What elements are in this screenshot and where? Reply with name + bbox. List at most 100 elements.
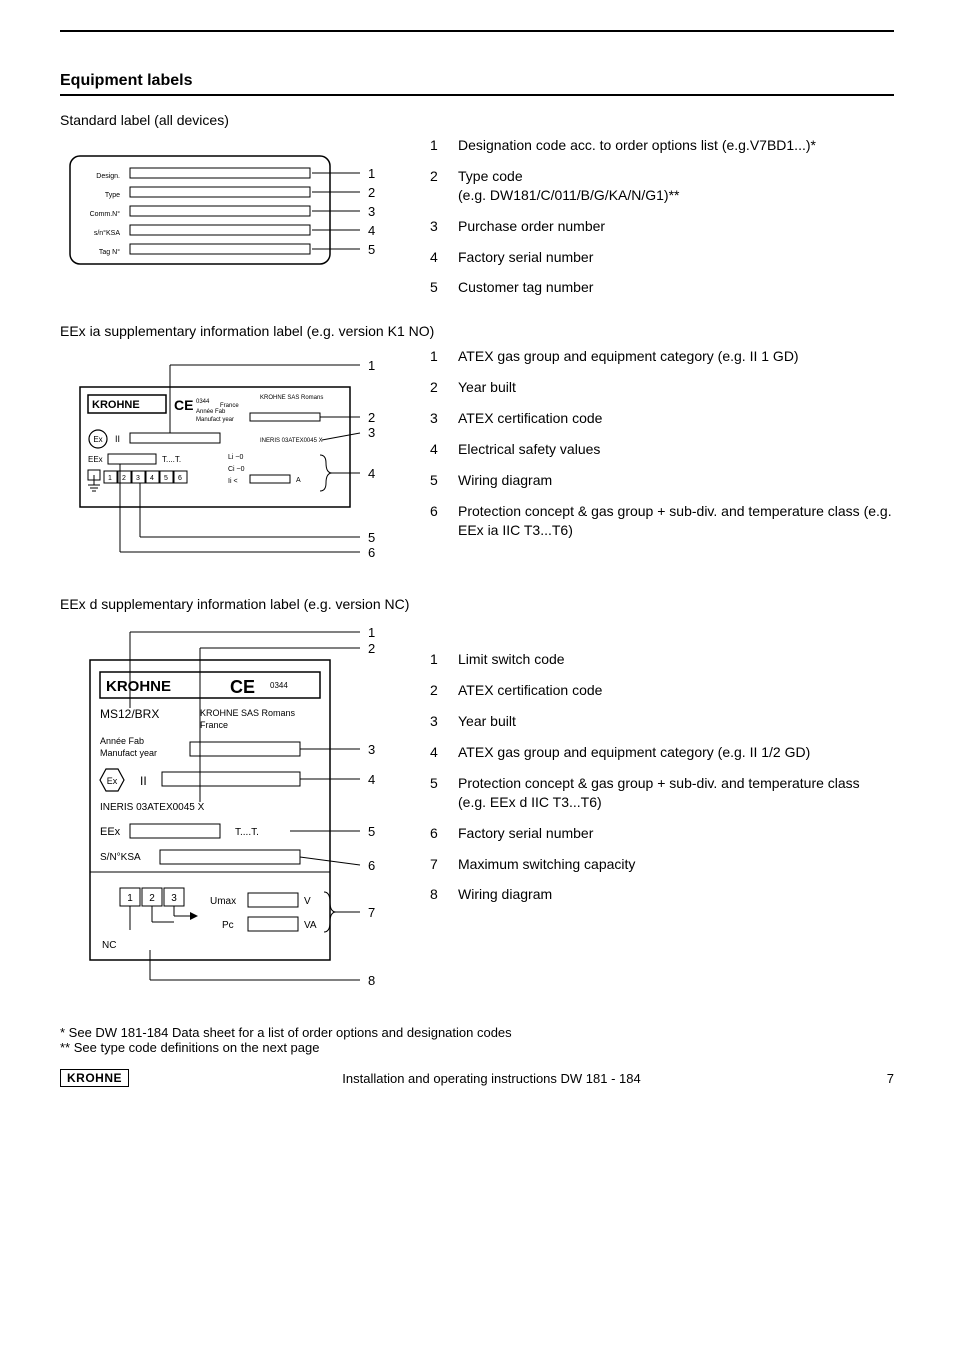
legend-number: 8: [430, 885, 458, 904]
svg-text:MS12/BRX: MS12/BRX: [100, 707, 159, 721]
svg-text:2: 2: [368, 185, 375, 200]
svg-text:A: A: [296, 477, 301, 484]
legend-number: 1: [430, 136, 458, 155]
svg-text:7: 7: [368, 905, 375, 920]
legend-item: 4Electrical safety values: [430, 440, 894, 459]
svg-text:V: V: [304, 896, 311, 907]
legend-item: 5Customer tag number: [430, 278, 894, 297]
legend-number: 5: [430, 471, 458, 490]
legend-text: Protection concept & gas group + sub-div…: [458, 502, 894, 540]
svg-text:5: 5: [368, 530, 375, 545]
legend-item: 2Year built: [430, 378, 894, 397]
svg-text:Ex: Ex: [93, 435, 102, 444]
legend-item: 7Maximum switching capacity: [430, 855, 894, 874]
eexia-diagram: KROHNECE0344KROHNE SAS RomansFranceAnnée…: [60, 347, 410, 582]
svg-text:Ci ~0: Ci ~0: [228, 466, 245, 473]
svg-text:0344: 0344: [270, 681, 288, 690]
legend-item: 3Purchase order number: [430, 217, 894, 236]
svg-text:3: 3: [136, 475, 140, 482]
legend-text: Year built: [458, 378, 894, 397]
legend-number: 2: [430, 378, 458, 397]
legend-item: 6Protection concept & gas group + sub-di…: [430, 502, 894, 540]
svg-text:Li ~0: Li ~0: [228, 454, 243, 461]
svg-text:4: 4: [150, 475, 154, 482]
section-title: Equipment labels: [60, 72, 894, 96]
svg-text:Umax: Umax: [210, 896, 236, 907]
svg-text:0344: 0344: [196, 399, 210, 405]
svg-text:NC: NC: [102, 940, 116, 951]
svg-text:Ii <: Ii <: [228, 478, 238, 485]
legend-text: Type code(e.g. DW181/C/011/B/G/KA/N/G1)*…: [458, 167, 894, 205]
footer-page: 7: [854, 1071, 894, 1086]
footnotes: * See DW 181-184 Data sheet for a list o…: [60, 1025, 894, 1055]
legend-number: 3: [430, 712, 458, 731]
legend-item: 5Wiring diagram: [430, 471, 894, 490]
legend-number: 7: [430, 855, 458, 874]
legend-number: 3: [430, 409, 458, 428]
legend-item: 6Factory serial number: [430, 824, 894, 843]
svg-text:6: 6: [368, 545, 375, 560]
svg-text:EEx: EEx: [88, 455, 103, 464]
legend-text: Electrical safety values: [458, 440, 894, 459]
legend-number: 4: [430, 248, 458, 267]
legend-item: 1ATEX gas group and equipment category (…: [430, 347, 894, 366]
eexd-heading: EEx d supplementary information label (e…: [60, 596, 894, 612]
footnote-1: * See DW 181-184 Data sheet for a list o…: [60, 1025, 894, 1040]
svg-text:Manufact year: Manufact year: [196, 417, 234, 423]
svg-text:S/N°KSA: S/N°KSA: [100, 852, 141, 863]
svg-text:KROHNE SAS Romans: KROHNE SAS Romans: [200, 708, 296, 718]
footer-center: Installation and operating instructions …: [129, 1071, 854, 1086]
legend-item: 3Year built: [430, 712, 894, 731]
standard-heading: Standard label (all devices): [60, 112, 894, 128]
legend-item: 2Type code(e.g. DW181/C/011/B/G/KA/N/G1)…: [430, 167, 894, 205]
legend-number: 4: [430, 440, 458, 459]
legend-number: 1: [430, 347, 458, 366]
footnote-2: ** See type code definitions on the next…: [60, 1040, 894, 1055]
svg-text:T....T.: T....T.: [235, 827, 259, 838]
eexd-legend: 1Limit switch code 2ATEX certification co…: [430, 650, 894, 904]
svg-text:5: 5: [164, 475, 168, 482]
svg-text:1: 1: [108, 475, 112, 482]
svg-text:1: 1: [368, 625, 375, 640]
legend-text: Customer tag number: [458, 278, 894, 297]
legend-text: Factory serial number: [458, 248, 894, 267]
svg-text:4: 4: [368, 772, 375, 787]
legend-item: 8Wiring diagram: [430, 885, 894, 904]
svg-text:Type: Type: [105, 192, 120, 199]
legend-text: ATEX certification code: [458, 409, 894, 428]
svg-text:T....T.: T....T.: [162, 455, 181, 464]
legend-item: 4ATEX gas group and equipment category (…: [430, 743, 894, 762]
svg-text:2: 2: [368, 641, 375, 656]
svg-text:5: 5: [368, 242, 375, 257]
svg-text:3: 3: [368, 425, 375, 440]
legend-text: Year built: [458, 712, 894, 731]
legend-text: Designation code acc. to order options l…: [458, 136, 894, 155]
svg-text:Pc: Pc: [222, 920, 234, 931]
legend-item: 1Limit switch code: [430, 650, 894, 669]
legend-item: 1Designation code acc. to order options …: [430, 136, 894, 155]
svg-text:CE: CE: [230, 677, 255, 697]
svg-text:4: 4: [368, 223, 375, 238]
svg-text:3: 3: [368, 742, 375, 757]
legend-number: 5: [430, 774, 458, 812]
svg-text:II: II: [140, 774, 147, 788]
legend-text: Protection concept & gas group + sub-div…: [458, 774, 894, 812]
eexd-diagram: KROHNECE0344MS12/BRXKROHNE SAS RomansFra…: [60, 620, 410, 1005]
svg-text:Comm.N°: Comm.N°: [90, 210, 121, 218]
svg-text:KROHNE SAS Romans: KROHNE SAS Romans: [260, 395, 323, 401]
eexia-heading: EEx ia supplementary information label (…: [60, 323, 894, 339]
standard-diagram: Design.1Type2Comm.N°3s/n°KSA4Tag N°5: [60, 136, 410, 281]
legend-item: 2ATEX certification code: [430, 681, 894, 700]
svg-text:Manufact year: Manufact year: [100, 748, 157, 758]
svg-text:KROHNE: KROHNE: [92, 399, 140, 411]
footer-brand: KROHNE: [60, 1069, 129, 1087]
svg-text:6: 6: [368, 858, 375, 873]
legend-text: Wiring diagram: [458, 885, 894, 904]
legend-number: 2: [430, 167, 458, 205]
legend-text: Maximum switching capacity: [458, 855, 894, 874]
top-rule: [60, 30, 894, 32]
svg-text:EEx: EEx: [100, 826, 121, 838]
svg-text:6: 6: [178, 475, 182, 482]
legend-text: Limit switch code: [458, 650, 894, 669]
legend-text: Factory serial number: [458, 824, 894, 843]
